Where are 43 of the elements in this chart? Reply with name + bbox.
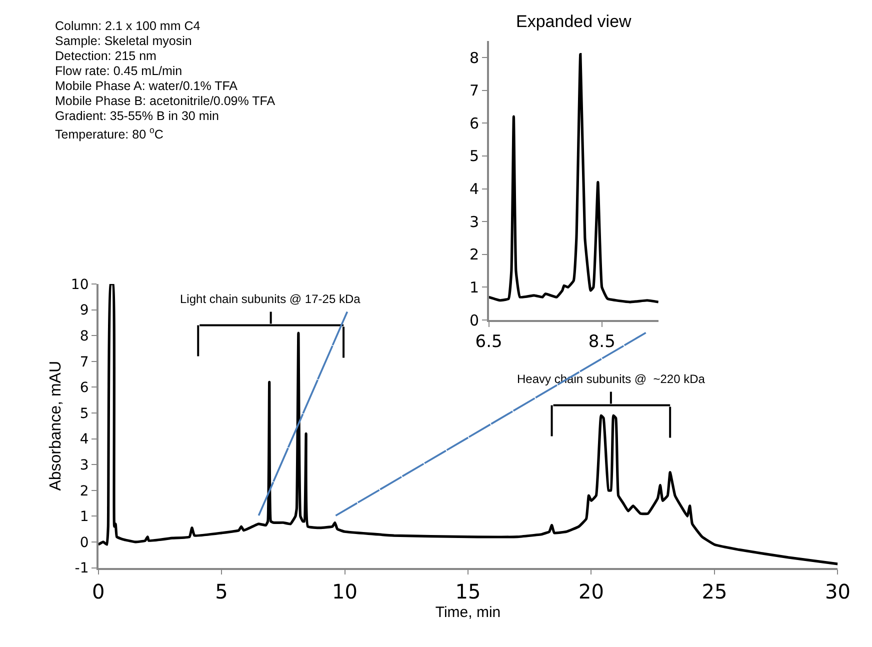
y-tick-label: 8 [80, 328, 89, 344]
chart-title: Expanded view [516, 12, 632, 31]
y-tick-label: 6 [470, 114, 480, 132]
y-tick-label: 4 [80, 432, 89, 448]
text: Detection: 215 nm [55, 49, 156, 63]
y-tick-label: 10 [70, 276, 89, 293]
text: Temperature: 80 $^{o}$C [55, 125, 164, 142]
y-tick-label: 5 [470, 147, 480, 166]
y-tick-label: 7 [80, 354, 89, 370]
y-tick-label: 8 [470, 48, 480, 67]
text: Column: 2.1 x 100 mm C4 [55, 19, 200, 33]
line-series [488, 52, 658, 304]
x-tick-label: 10 [332, 580, 358, 604]
text: Flow rate: 0.45 mL/min [55, 64, 182, 78]
line-series [98, 284, 838, 566]
y-tick-label: 3 [80, 457, 89, 474]
y-tick-label: 2 [80, 483, 89, 500]
y-tick-label: 2 [470, 246, 480, 264]
y-tick-label: 7 [470, 82, 480, 100]
y-tick-label: 1 [80, 509, 89, 526]
y-tick-label: 3 [470, 212, 480, 231]
x-tick-label: 8.5 [588, 332, 616, 352]
annotation: Light chain subunits @ 17-25 kDa [180, 292, 361, 306]
y-tick-label: 5 [80, 406, 89, 422]
text: Mobile Phase B: acetonitrile/0.09% TFA [55, 94, 276, 108]
y-tick-label: 0 [470, 311, 480, 330]
x-tick-label: 5 [215, 580, 228, 604]
y-tick-label: 9 [80, 302, 89, 319]
y-tick-label: 1 [470, 278, 480, 296]
x-tick-label: 20 [578, 580, 604, 604]
y-tick-label: 6 [80, 380, 89, 396]
x-tick-label: 25 [702, 580, 728, 604]
x-tick-label: 6.5 [475, 332, 502, 352]
text: Gradient: 35-55% B in 30 min [55, 109, 220, 123]
x-tick-label: 30 [824, 580, 850, 604]
text: Sample: Skeletal myosin [55, 34, 192, 48]
text: Mobile Phase A: water/0.1% TFA [55, 79, 238, 93]
y-axis-title: Absorbance, mAU [47, 360, 64, 491]
y-tick-label: 4 [470, 180, 480, 198]
y-tick-label: -1 [74, 560, 89, 577]
x-tick-label: 15 [455, 580, 481, 604]
x-axis-title: Time, min [435, 604, 501, 622]
y-tick-label: 0 [80, 534, 89, 551]
